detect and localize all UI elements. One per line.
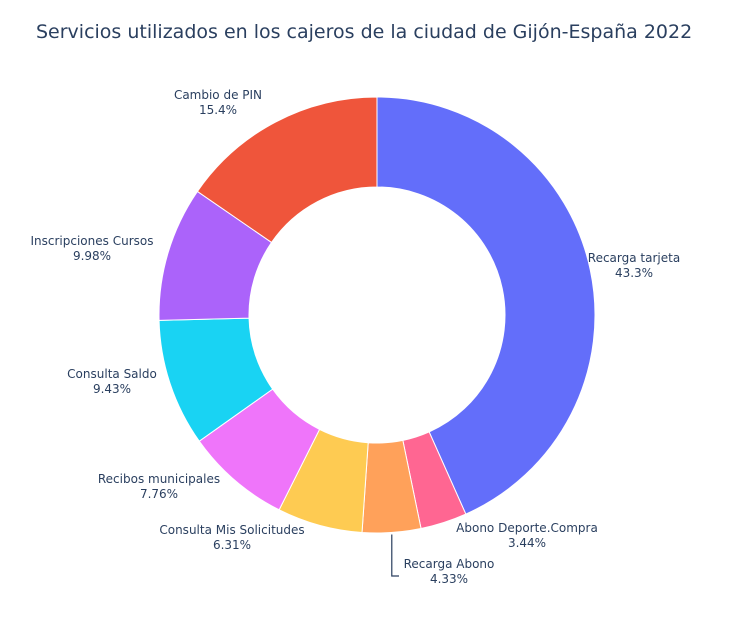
slice-recarga-tarjeta[interactable] xyxy=(376,96,596,515)
slice-label-inscripciones-cursos: Inscripciones Cursos 9.98% xyxy=(31,234,154,263)
slice-name-recarga-tarjeta: Recarga tarjeta xyxy=(588,251,680,265)
slice-label-abono-deporte-compra: Abono Deporte.Compra 3.44% xyxy=(456,521,598,550)
slice-name-abono-deporte-compra: Abono Deporte.Compra xyxy=(456,521,598,535)
slice-percent-recarga-abono: 4.33% xyxy=(430,572,468,586)
slice-label-consulta-saldo: Consulta Saldo 9.43% xyxy=(67,367,157,396)
slice-label-recarga-abono: Recarga Abono 4.33% xyxy=(404,557,495,586)
slice-name-recarga-abono: Recarga Abono xyxy=(404,557,495,571)
slice-percent-inscripciones-cursos: 9.98% xyxy=(73,249,111,263)
slice-name-consulta-saldo: Consulta Saldo xyxy=(67,367,157,381)
slice-percent-consulta-mis-solicitudes: 6.31% xyxy=(213,538,251,552)
slice-name-consulta-mis-solicitudes: Consulta Mis Solicitudes xyxy=(159,523,304,537)
labels-layer: Recarga tarjeta 43.3% Abono Deporte.Compra… xyxy=(31,88,681,586)
slice-name-cambio-de-pin: Cambio de PIN xyxy=(174,88,262,102)
slices-layer xyxy=(158,96,596,534)
slice-cambio-de-pin[interactable] xyxy=(196,96,378,244)
slice-percent-cambio-de-pin: 15.4% xyxy=(199,103,237,117)
slice-label-recarga-tarjeta: Recarga tarjeta 43.3% xyxy=(588,251,680,280)
chart-title: Servicios utilizados en los cajeros de l… xyxy=(36,21,692,43)
slice-name-inscripciones-cursos: Inscripciones Cursos xyxy=(31,234,154,248)
slice-label-recibos-municipales: Recibos municipales 7.76% xyxy=(98,472,220,501)
slice-percent-recibos-municipales: 7.76% xyxy=(140,487,178,501)
leader-line-recarga-abono xyxy=(391,534,399,577)
slice-name-recibos-municipales: Recibos municipales xyxy=(98,472,220,486)
slice-percent-recarga-tarjeta: 43.3% xyxy=(615,266,653,280)
slice-label-consulta-mis-solicitudes: Consulta Mis Solicitudes 6.31% xyxy=(159,523,304,552)
slice-percent-abono-deporte-compra: 3.44% xyxy=(508,536,546,550)
leader-lines-layer xyxy=(391,534,399,577)
slice-percent-consulta-saldo: 9.43% xyxy=(93,382,131,396)
slice-label-cambio-de-pin: Cambio de PIN 15.4% xyxy=(174,88,262,117)
